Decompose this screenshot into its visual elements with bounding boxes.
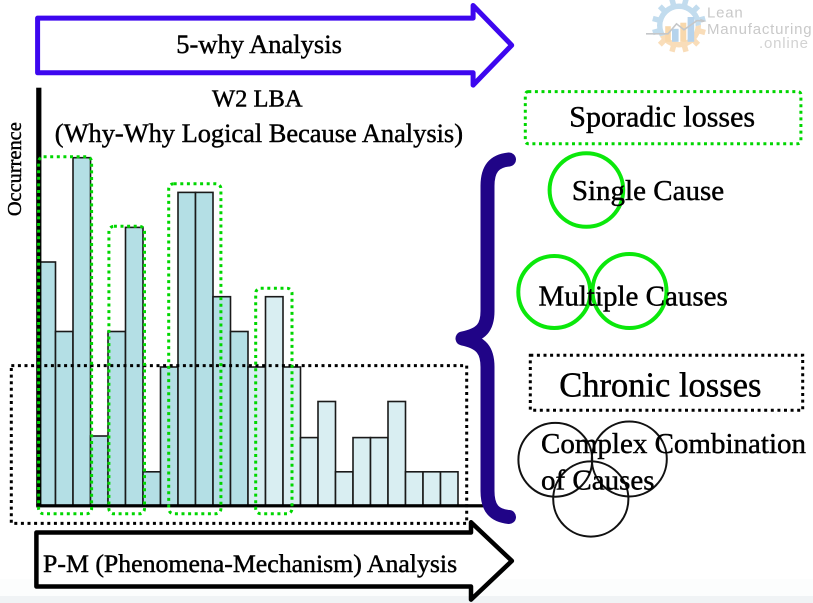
svg-text:Manufacturing: Manufacturing: [707, 21, 812, 38]
svg-text:5-why Analysis: 5-why Analysis: [176, 29, 342, 59]
svg-text:W2 LBA: W2 LBA: [212, 86, 303, 113]
svg-text:Complex Combination: Complex Combination: [541, 428, 807, 460]
svg-text:.online: .online: [759, 35, 809, 52]
svg-text:Occurrence: Occurrence: [4, 122, 26, 216]
svg-text:of Causes: of Causes: [541, 465, 655, 497]
svg-text:Multiple Causes: Multiple Causes: [539, 281, 728, 313]
svg-text:Chronic losses: Chronic losses: [559, 367, 761, 405]
svg-text:P-M (Phenomena-Mechanism) Anal: P-M (Phenomena-Mechanism) Analysis: [43, 549, 457, 578]
svg-text:(Why-Why Logical Because Analy: (Why-Why Logical Because Analysis): [55, 118, 463, 148]
svg-text:Sporadic losses: Sporadic losses: [569, 101, 755, 134]
svg-text:Single Cause: Single Cause: [572, 175, 724, 207]
svg-text:Lean: Lean: [707, 4, 744, 21]
